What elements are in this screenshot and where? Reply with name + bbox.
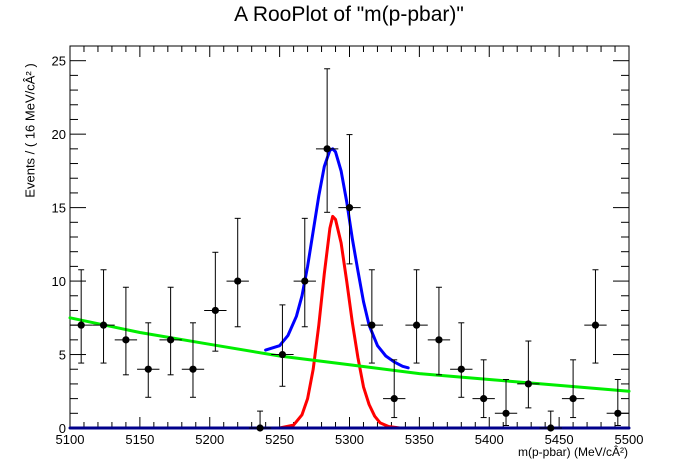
- data-point: [502, 409, 510, 417]
- data-point: [144, 365, 152, 373]
- x-tick-label: 5350: [405, 432, 434, 447]
- data-point: [435, 336, 443, 344]
- y-tick-label: 10: [52, 274, 66, 289]
- data-point: [412, 321, 421, 329]
- x-tick-label: 5250: [265, 432, 294, 447]
- fit-curve-2: [278, 214, 402, 430]
- data-point: [77, 321, 85, 329]
- data-point: [614, 409, 622, 417]
- data-point: [256, 424, 264, 432]
- y-tick-label: 0: [59, 421, 66, 436]
- data-point: [323, 145, 331, 153]
- data-point: [569, 395, 577, 403]
- data-point: [591, 321, 600, 329]
- x-tick-label: 5300: [335, 432, 364, 447]
- y-tick-label: 25: [52, 54, 66, 69]
- y-tick-label: 20: [52, 127, 66, 142]
- data-point: [234, 277, 242, 285]
- data-point: [99, 321, 108, 329]
- data-point: [211, 306, 219, 315]
- x-tick-label: 5400: [475, 432, 504, 447]
- data-point: [122, 336, 130, 344]
- chart-title: A RooPlot of "m(p-pbar)": [234, 3, 464, 26]
- data-point: [480, 395, 488, 403]
- x-tick-label: 5200: [195, 432, 224, 447]
- x-tick-label: 5150: [125, 432, 154, 447]
- x-axis-label: m(p-pbar) (MeV/cÂ²): [517, 445, 628, 459]
- data-point: [301, 277, 309, 285]
- x-tick-label: 5500: [615, 432, 644, 447]
- fit-curve-1: [264, 147, 410, 370]
- fit-curve-3: [68, 316, 631, 393]
- data-point: [167, 336, 175, 344]
- data-point: [547, 424, 555, 432]
- data-point: [524, 380, 532, 388]
- y-tick-label: 5: [59, 348, 66, 363]
- x-tick-label: 5450: [545, 432, 574, 447]
- data-point: [457, 365, 465, 373]
- data-point: [368, 321, 376, 329]
- data-point: [189, 365, 197, 373]
- data-point: [345, 204, 354, 212]
- data-point: [390, 395, 398, 403]
- x-tick-label: 5100: [56, 432, 85, 447]
- y-tick-label: 15: [52, 201, 66, 216]
- data-point: [278, 350, 287, 359]
